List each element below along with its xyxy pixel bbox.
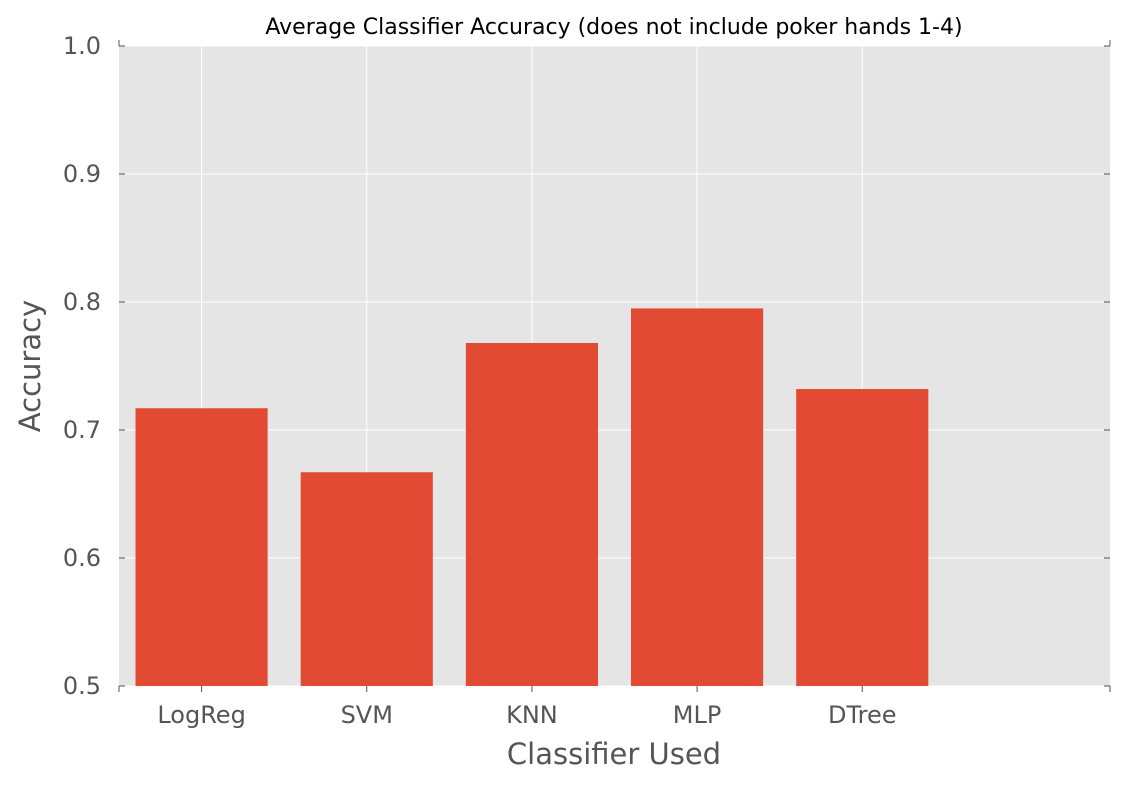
y-tick-label: 0.6: [63, 544, 101, 572]
plot-background: [119, 46, 1110, 686]
axis-ticks: [118, 40, 1111, 692]
y-tick-label: 0.8: [63, 288, 101, 316]
tick-labels: 0.5 0.6 0.7 0.8 0.9 1.0 LogReg SVM KNN MLP DTree: [63, 32, 897, 729]
y-tick-label: 0.5: [63, 672, 101, 700]
bar-logreg: [135, 408, 268, 686]
bar-knn: [465, 342, 598, 686]
bar-dtree: [796, 389, 929, 686]
bar-mlp: [631, 308, 764, 686]
y-tick-label: 1.0: [63, 32, 101, 60]
bars: [135, 308, 929, 686]
x-tick-label: LogReg: [157, 701, 245, 729]
x-tick-label: SVM: [341, 701, 393, 729]
x-tick-label: MLP: [673, 701, 722, 729]
y-tick-label: 0.7: [63, 416, 101, 444]
y-tick-label: 0.9: [63, 160, 101, 188]
chart-title: Average Classifier Accuracy (does not in…: [265, 15, 962, 40]
x-axis-label: Classifier Used: [507, 737, 721, 771]
bar-svm: [300, 472, 433, 686]
y-axis-label: Accuracy: [13, 300, 47, 432]
x-tick-label: DTree: [828, 701, 896, 729]
x-tick-label: KNN: [506, 701, 558, 729]
